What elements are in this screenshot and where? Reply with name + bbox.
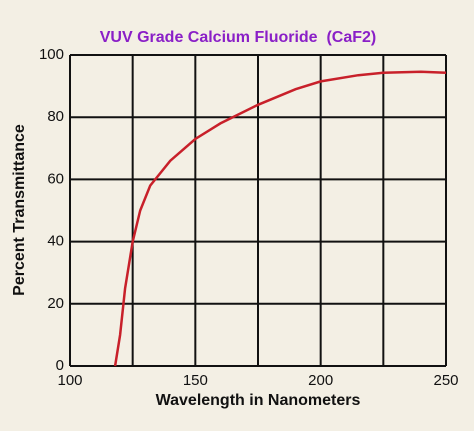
y-tick-label: 0 [56, 357, 64, 374]
chart-title: VUV Grade Calcium Fluoride (CaF2) [100, 29, 377, 46]
y-tick-label: 40 [47, 233, 64, 250]
y-tick-label: 100 [39, 46, 64, 63]
x-tick-label: 100 [57, 372, 82, 389]
y-axis-label: Percent Transmittance [11, 124, 28, 296]
y-tick-label: 20 [47, 295, 64, 312]
x-tick-label: 200 [308, 372, 333, 389]
y-tick-label: 60 [47, 170, 64, 187]
data-line [113, 70, 447, 367]
y-tick-label: 80 [47, 108, 64, 125]
x-tick-label: 150 [183, 372, 208, 389]
x-tick-label: 250 [433, 372, 458, 389]
x-axis-label: Wavelength in Nanometers [156, 392, 361, 409]
